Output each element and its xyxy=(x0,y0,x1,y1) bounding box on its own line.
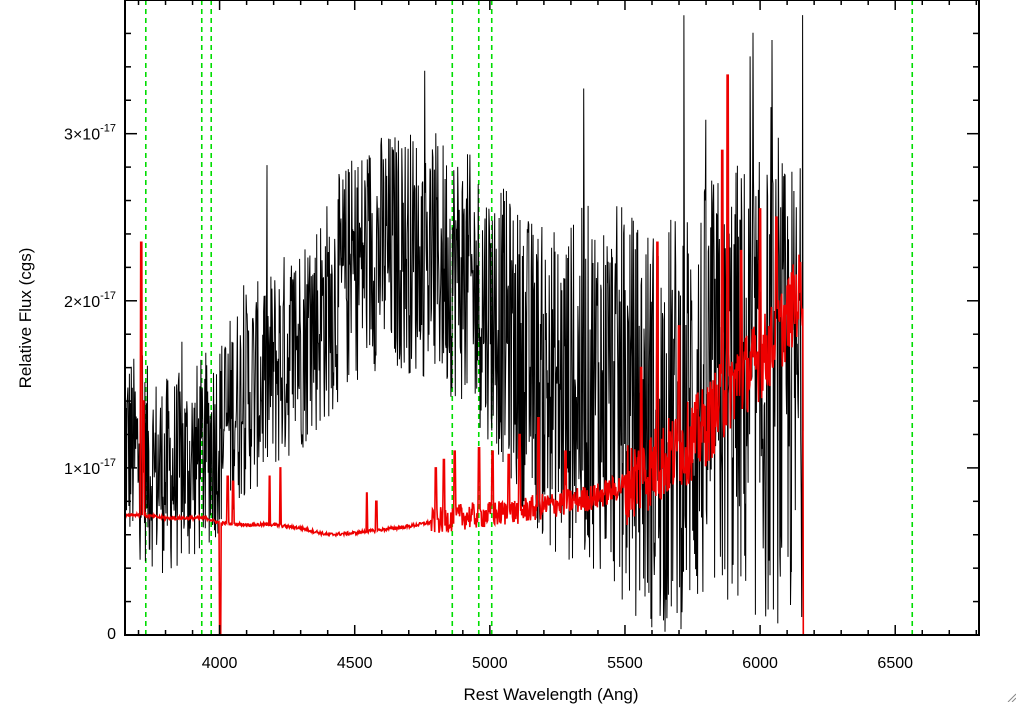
x-axis-title: Rest Wavelength (Ang) xyxy=(463,685,638,704)
x-tick-label: 6000 xyxy=(742,655,778,672)
x-tick-label: 4000 xyxy=(202,655,238,672)
observed-spectrum-line xyxy=(125,15,804,632)
x-tick-label: 5000 xyxy=(472,655,508,672)
plot-frame xyxy=(124,0,980,636)
x-tick-label: 6500 xyxy=(877,655,913,672)
y-tick-label: 3×10-17 xyxy=(64,123,116,144)
y-tick-label: 0 xyxy=(107,626,116,643)
plot-axes xyxy=(124,0,980,636)
model-spectrum-line xyxy=(125,74,979,635)
y-tick-label: 2×10-17 xyxy=(64,290,116,311)
y-axis-title: Relative Flux (cgs) xyxy=(16,248,35,389)
y-tick-labels: 0 1×10-17 2×10-17 3×10-17 xyxy=(64,123,116,643)
resize-grip-icon[interactable] xyxy=(1006,692,1016,702)
x-tick-labels: 4000 4500 5000 5500 6000 6500 xyxy=(202,655,913,672)
x-tick-label: 5500 xyxy=(607,655,643,672)
spectrum-series xyxy=(125,15,979,635)
x-tick-label: 4500 xyxy=(337,655,373,672)
y-tick-label: 1×10-17 xyxy=(64,457,116,478)
